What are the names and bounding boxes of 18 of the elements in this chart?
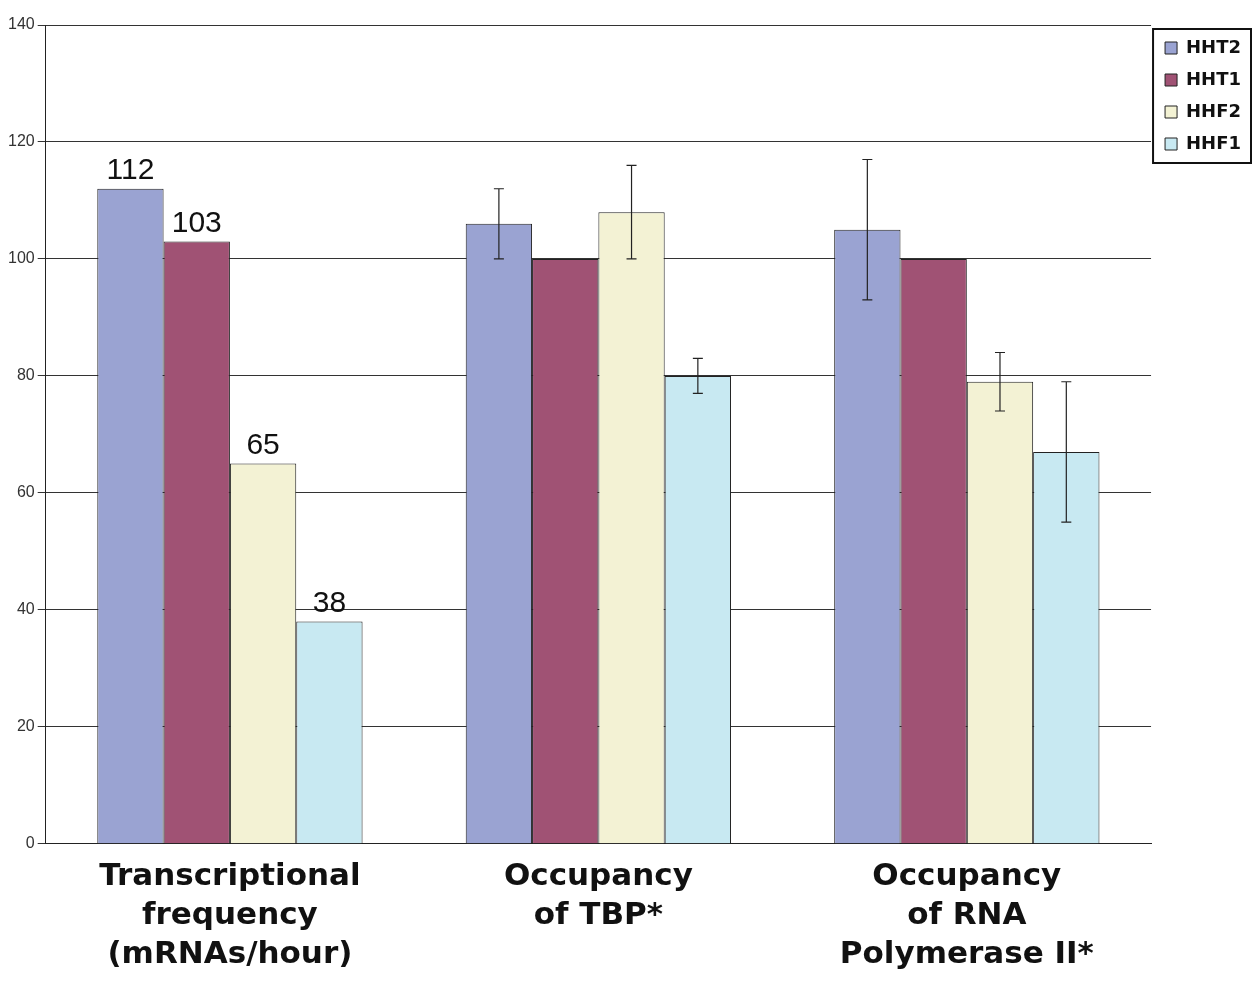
data-label: 112 xyxy=(106,152,155,186)
y-tick-label: 60 xyxy=(16,483,35,501)
legend-label: HHF2 xyxy=(1186,99,1241,121)
y-tick-label: 120 xyxy=(7,132,35,150)
legend-label: HHF1 xyxy=(1186,131,1241,153)
x-tick-label: Occupancy of RNA Polymerase II* xyxy=(839,856,1094,970)
x-tick-label: Occupancy of TBP* xyxy=(503,856,693,931)
legend-label: HHT2 xyxy=(1186,35,1241,57)
y-tick-label: 140 xyxy=(7,15,35,33)
data-label: 65 xyxy=(246,426,280,460)
y-tick-label: 40 xyxy=(16,600,35,618)
x-tick-label: Transcriptional frequency (mRNAs/hour) xyxy=(99,856,361,970)
legend-label: HHT1 xyxy=(1186,67,1241,89)
y-tick-label: 0 xyxy=(25,834,35,852)
y-tick-label: 20 xyxy=(16,717,35,735)
y-tick-label: 100 xyxy=(7,249,35,267)
data-label: 103 xyxy=(171,204,222,238)
y-tick-label: 80 xyxy=(16,366,35,384)
